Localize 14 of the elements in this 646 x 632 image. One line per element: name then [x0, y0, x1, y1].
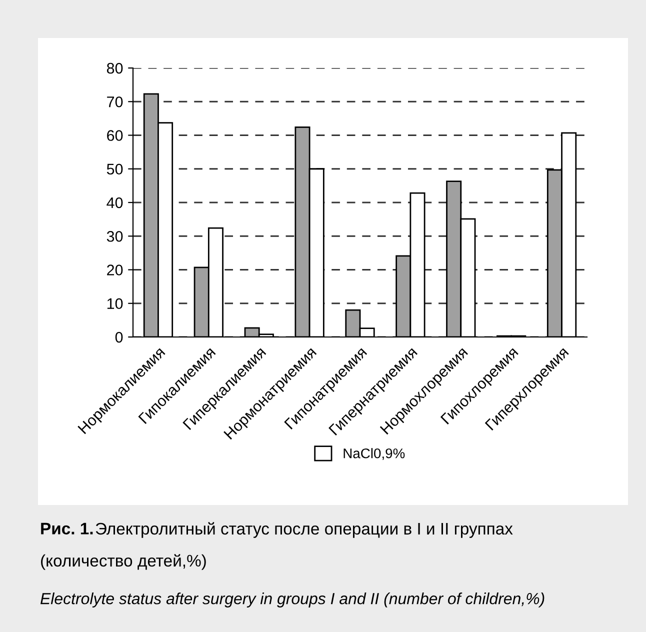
- text: Electrolyte status after surgery in groups I and II (number of children,%): [40, 592, 544, 608]
- y-tick-label: 50: [106, 164, 123, 175]
- y-tick-label: 0: [115, 332, 123, 343]
- text: (количество детей,%): [41, 554, 206, 570]
- y-tick-label: 30: [106, 230, 123, 242]
- y-tick-label: 60: [107, 130, 123, 141]
- y-tick-label: 40: [106, 197, 123, 208]
- text: Электролитный статус после операции в I и II группах: [96, 522, 513, 538]
- y-tick-label: 80: [106, 62, 123, 74]
- y-tick-label: 10: [107, 298, 123, 310]
- y-tick-label: 70: [107, 96, 123, 108]
- legend-label: NaCl0,9%: [344, 448, 405, 460]
- y-tick-label: 20: [107, 264, 123, 276]
- text: Рис. 1.: [41, 522, 93, 534]
